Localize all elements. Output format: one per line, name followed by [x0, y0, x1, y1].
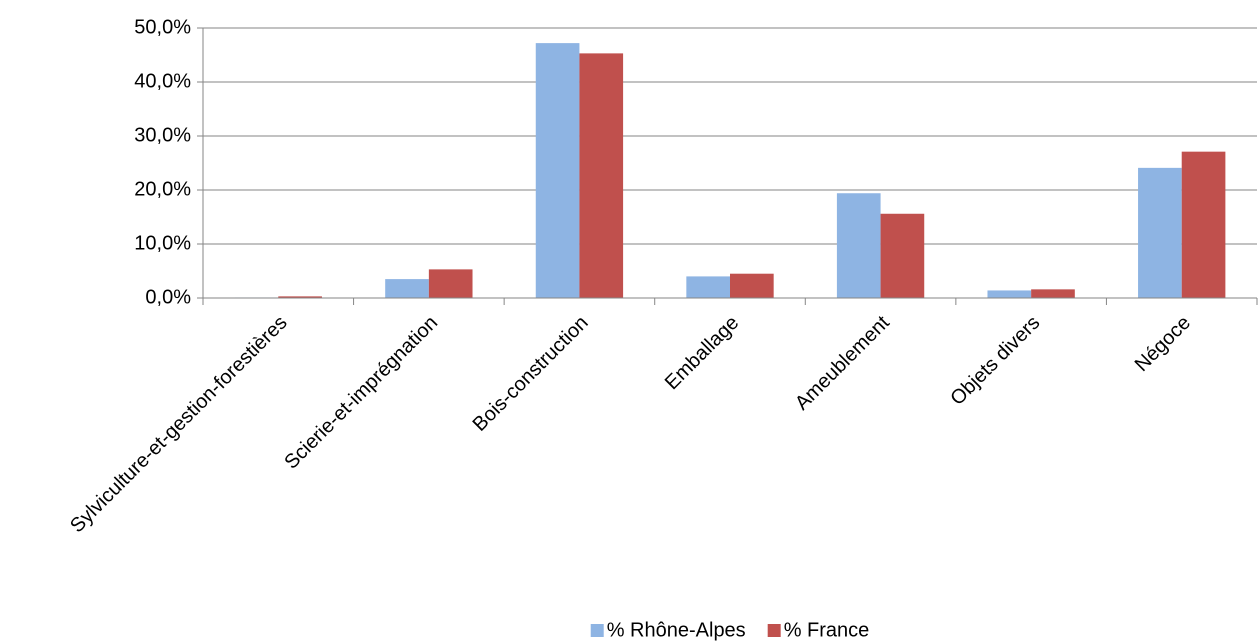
x-tick-label: Emballage — [661, 312, 743, 394]
x-tick-label: Sylviculture-et-gestion-forestières — [66, 312, 291, 537]
bar — [1138, 167, 1182, 298]
bar — [880, 213, 925, 298]
legend-label: % Rhône-Alpes — [607, 619, 746, 641]
bar — [428, 269, 473, 298]
bar — [1031, 289, 1075, 298]
y-tick-label: 0,0% — [145, 286, 191, 308]
x-tick-label: Scierie-et-imprégnation — [280, 312, 442, 474]
bar — [686, 276, 730, 298]
legend-swatch — [767, 624, 781, 637]
x-tick-label: Bois-construction — [469, 312, 593, 436]
bar — [535, 43, 580, 299]
y-tick-label: 40,0% — [134, 70, 191, 92]
x-tick-label: Ameublement — [791, 311, 894, 414]
y-tick-label: 50,0% — [134, 16, 191, 38]
legend-label: % France — [784, 619, 870, 641]
y-tick-label: 10,0% — [134, 232, 191, 254]
y-tick-label: 30,0% — [134, 124, 191, 146]
legend: % Rhône-Alpes % France — [590, 619, 870, 641]
bar — [579, 53, 624, 298]
bar — [836, 193, 881, 298]
bar — [1181, 151, 1226, 298]
bar — [385, 279, 429, 298]
y-tick-label: 20,0% — [134, 178, 191, 200]
bar — [278, 296, 322, 298]
bar — [730, 273, 774, 298]
x-tick-label: Objets divers — [946, 312, 1044, 410]
bar — [987, 290, 1032, 298]
x-tick-label: Négoce — [1131, 312, 1195, 376]
legend-swatch — [590, 624, 604, 637]
